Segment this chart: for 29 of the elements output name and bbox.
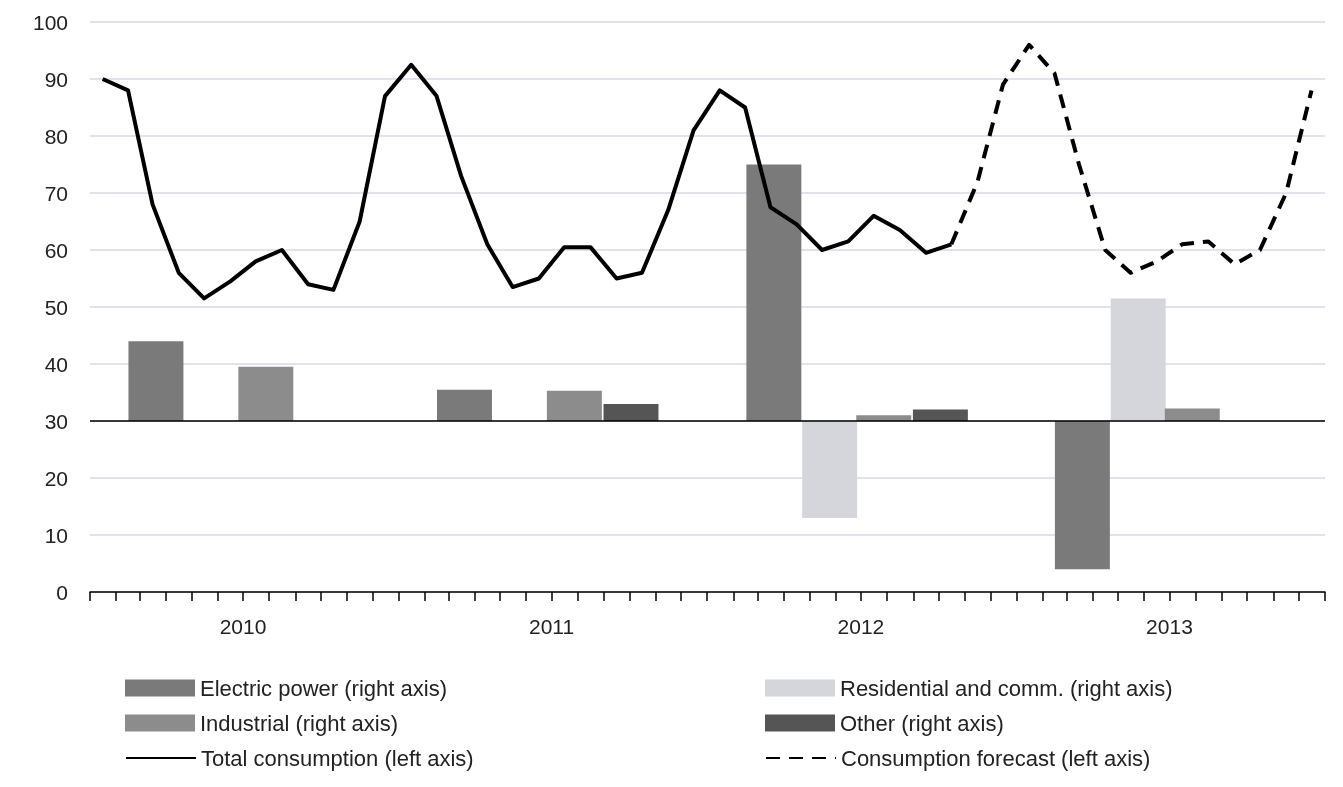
y-tick-label: 80	[44, 124, 68, 148]
bar	[1164, 408, 1220, 421]
legend-label: Consumption forecast (left axis)	[841, 745, 1151, 771]
y-tick-label: 40	[44, 352, 68, 376]
bar	[1054, 421, 1110, 570]
y-tick-label: 70	[44, 181, 68, 205]
legend-label: Electric power (right axis)	[200, 675, 447, 701]
legend-label: Total consumption (left axis)	[201, 745, 474, 771]
legend-label: Industrial (right axis)	[200, 710, 399, 736]
bar	[546, 390, 602, 421]
bar	[128, 341, 184, 421]
y-tick-label: 10	[44, 523, 68, 547]
y-tick-label: 20	[44, 466, 68, 490]
bar	[436, 389, 492, 421]
y-tick-label: 0	[56, 580, 68, 604]
bar	[746, 164, 802, 421]
bar	[238, 366, 294, 421]
y-tick-label: 30	[44, 409, 68, 433]
x-tick-label: 2010	[219, 615, 267, 638]
x-tick-label: 2012	[837, 615, 885, 638]
y-tick-label: 90	[44, 67, 68, 91]
bar	[603, 403, 659, 421]
y-tick-label: 60	[44, 238, 68, 262]
y-tick-label: 50	[44, 295, 68, 319]
x-tick-label: 2011	[528, 615, 575, 638]
y-tick-label: 100	[32, 10, 68, 34]
legend-label: Residential and comm. (right axis)	[840, 675, 1173, 701]
legend-label: Other (right axis)	[840, 710, 1004, 736]
x-tick-label: 2013	[1146, 615, 1193, 638]
